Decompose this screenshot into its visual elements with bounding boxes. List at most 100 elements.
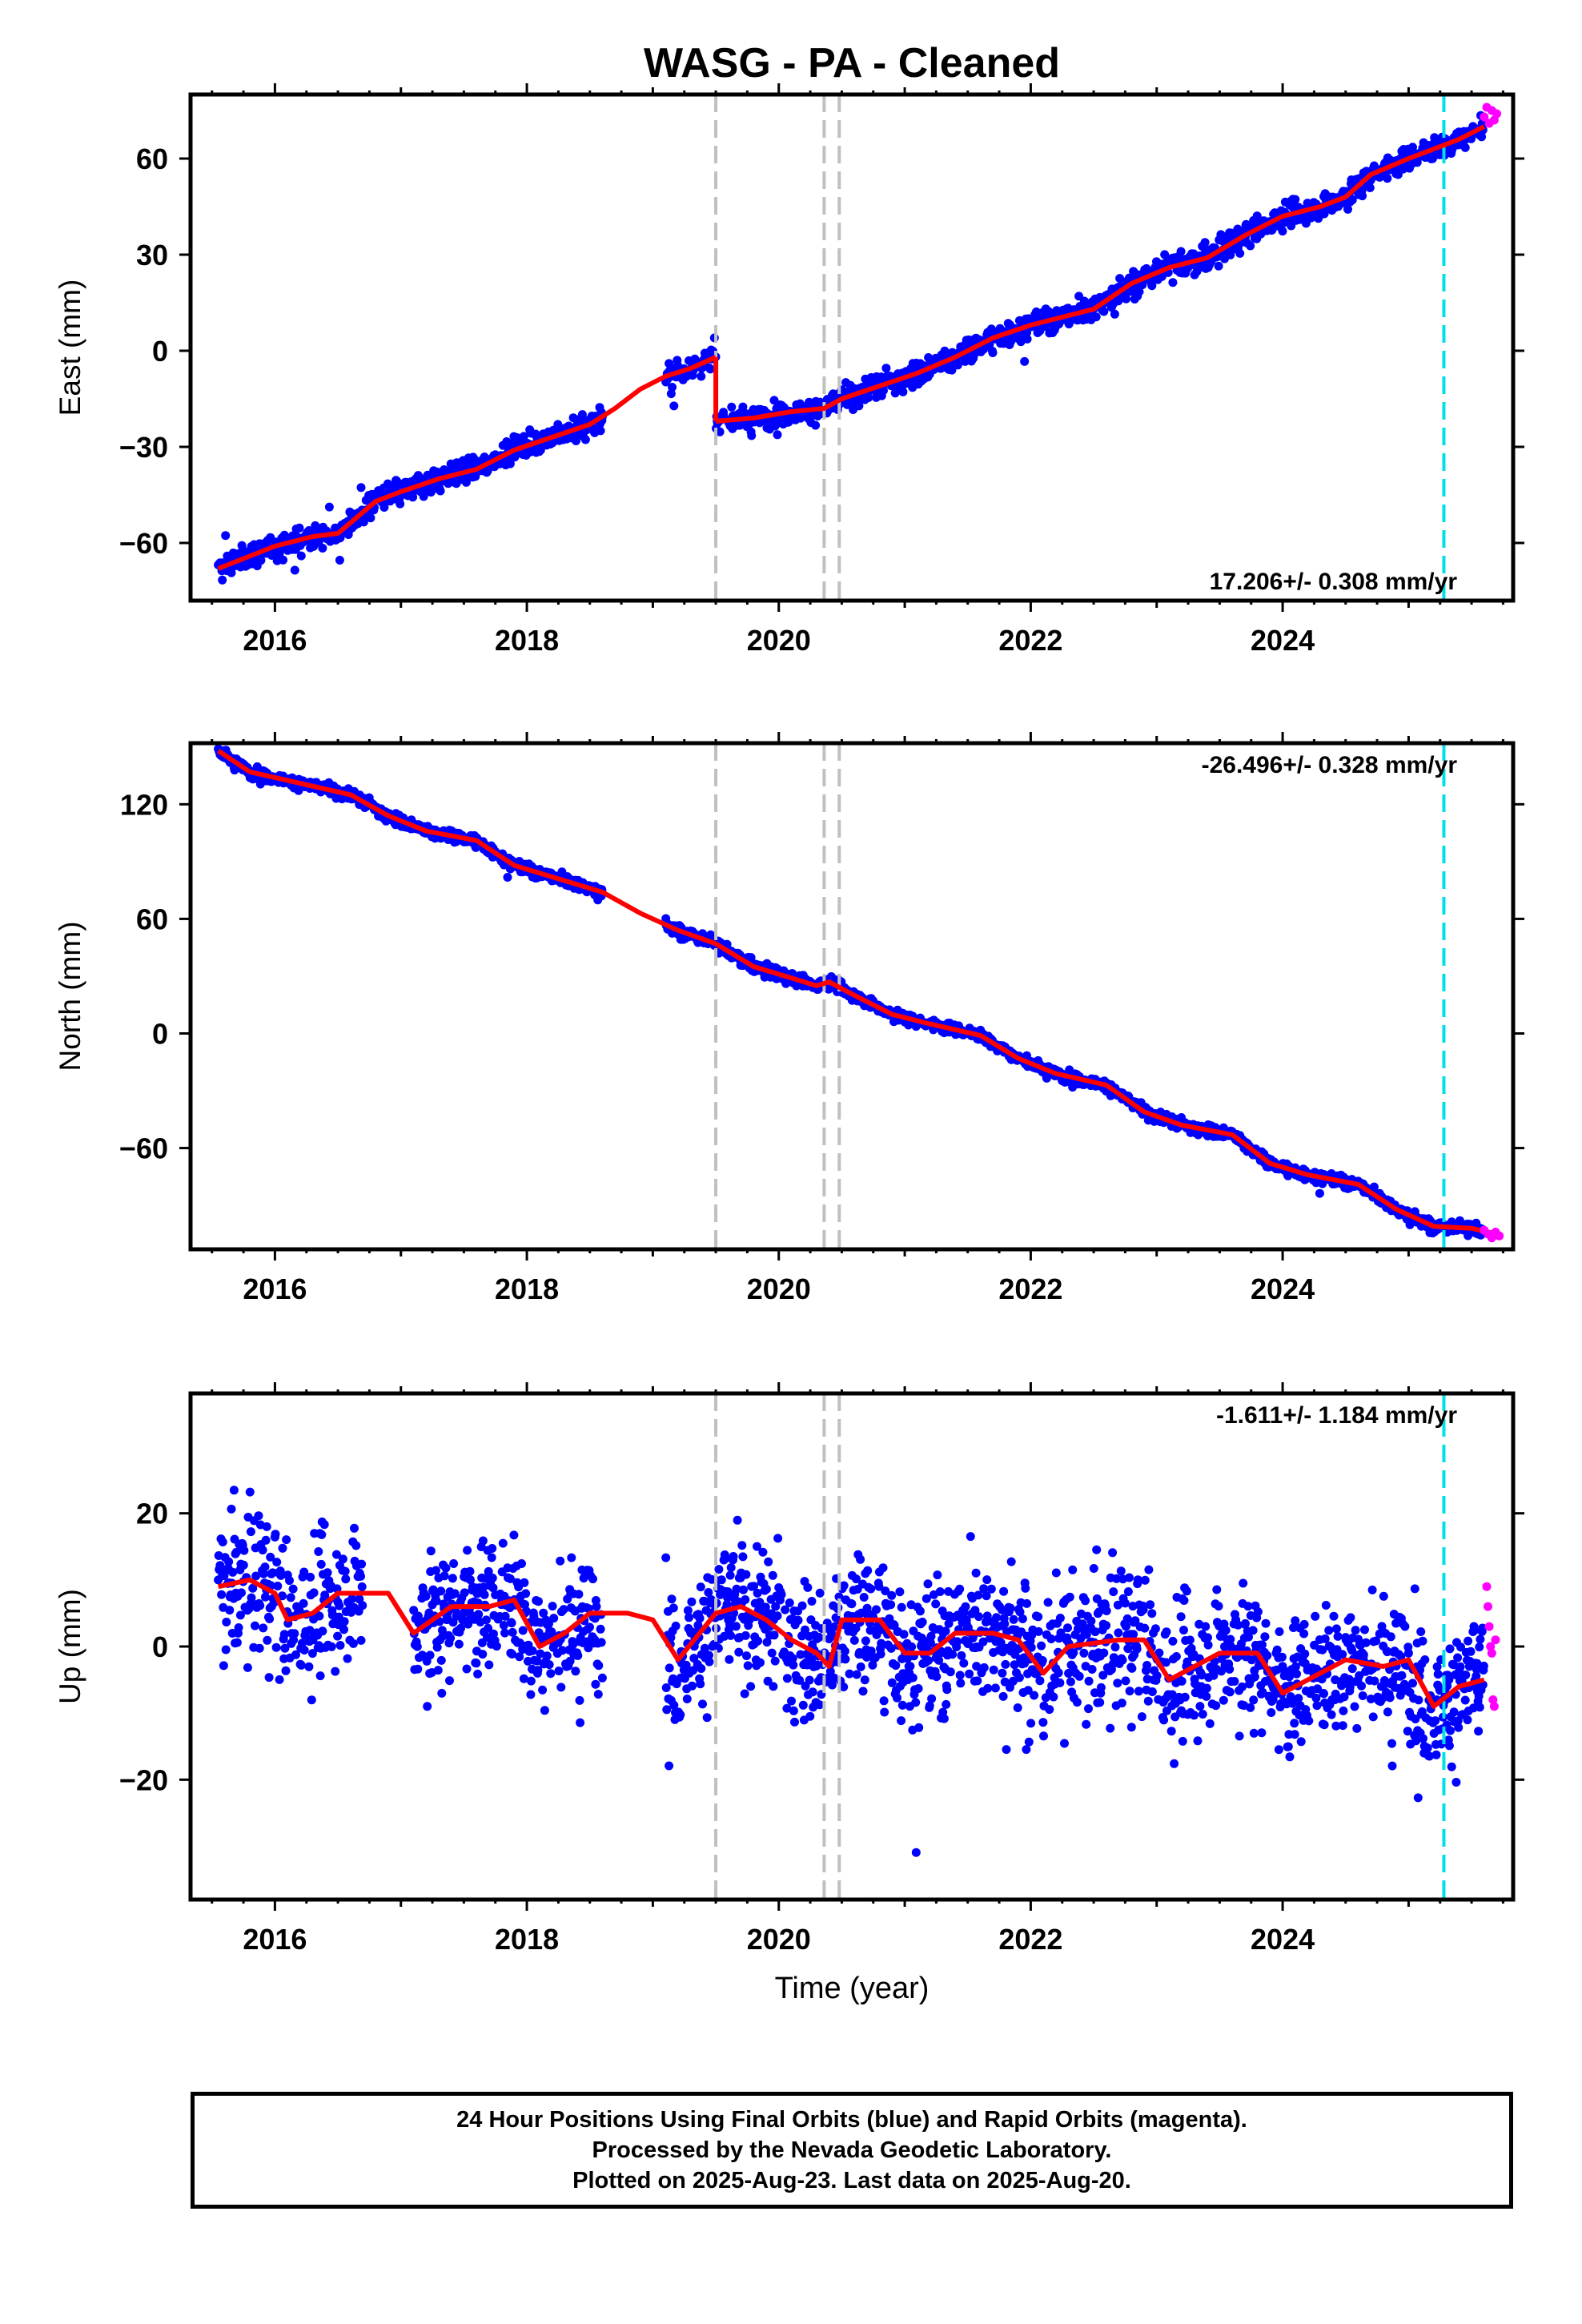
north-rate-label: -26.496+/- 0.328 mm/yr [1202,752,1458,778]
east-data-point [1460,143,1470,152]
east-data-point [519,432,528,441]
up-data-point [662,1705,672,1715]
up-data-point [488,1544,497,1553]
up-data-point [481,1615,491,1625]
up-data-point [239,1560,248,1570]
up-data-point [448,1574,457,1583]
up-data-point [472,1659,481,1668]
up-data-point [696,1679,705,1689]
up-data-point [734,1647,744,1657]
up-data-point [528,1646,537,1655]
up-data-point [505,1574,515,1583]
up-data-point [771,1602,781,1611]
up-data-point [753,1588,762,1598]
up-data-point [740,1689,749,1699]
east-data-point [290,565,299,575]
up-data-point [571,1667,580,1676]
up-data-point [265,1614,275,1623]
up-data-point [797,1601,807,1610]
east-data-point [396,499,405,509]
east-data-point [324,502,334,512]
up-data-point [698,1699,707,1709]
east-data-point [1214,261,1223,271]
east-data-point [1291,195,1300,204]
up-data-point [484,1660,494,1670]
up-data-point [258,1546,267,1555]
up-data-point [790,1717,799,1727]
up-data-point [508,1650,517,1659]
up-data-point [251,1571,261,1581]
up-data-point [758,1547,768,1557]
up-data-point [285,1576,294,1586]
up-data-point [235,1610,245,1620]
up-data-point [576,1718,585,1727]
east-data-point [953,360,962,370]
up-data-point [526,1690,536,1699]
up-data-point [432,1642,442,1652]
up-data-point [761,1585,771,1594]
up-data-point [753,1542,761,1551]
up-data-point [594,1661,604,1671]
up-data-point [676,1710,685,1719]
up-data-point [669,1603,678,1613]
up-data-point [221,1645,231,1655]
north-y-tick-label: 0 [152,1018,168,1051]
up-data-point [717,1575,726,1585]
up-data-point [275,1675,284,1684]
up-data-point [436,1586,446,1596]
east-rapid-point [1480,112,1489,122]
up-data-point [723,1587,733,1597]
up-data-point [276,1570,286,1580]
east-model-curve [217,124,1486,571]
up-data-point [591,1679,600,1689]
up-data-point [288,1584,298,1594]
up-data-point [801,1625,809,1634]
up-data-point [278,1543,287,1553]
up-data-point [480,1590,489,1599]
east-data-point [811,420,821,430]
up-data-point [299,1598,308,1608]
up-data-point [782,1703,792,1713]
up-data-point [567,1553,576,1562]
east-data-point [864,393,873,402]
up-data-point [232,1638,242,1647]
east-data-point [1099,307,1109,316]
up-data-point [426,1546,436,1556]
north-x-tick-label: 2016 [243,1273,307,1305]
up-data-point [315,1671,325,1681]
up-data-point [500,1628,510,1638]
up-data-point [331,1667,340,1676]
east-data-point [335,556,344,565]
up-data-point [484,1566,493,1576]
east-data-point [747,431,757,440]
up-data-point [413,1611,423,1621]
up-data-point [789,1706,798,1715]
up-data-point [237,1588,246,1598]
up-data-point [263,1635,272,1645]
up-data-point [259,1569,268,1578]
up-data-point [777,1590,786,1599]
east-data-point [1091,312,1101,322]
up-data-point [788,1654,797,1663]
up-data-point [315,1611,324,1621]
east-y-tick-label: 30 [136,239,168,271]
north-y-tick-label: 60 [136,903,168,935]
east-x-tick-label: 2022 [998,624,1062,657]
up-data-point [681,1660,691,1670]
up-data-point [418,1651,427,1660]
up-data-point [309,1588,319,1598]
up-data-point [767,1648,777,1658]
east-data-point [1235,248,1245,258]
north-data-point [503,873,512,882]
up-data-point [499,1621,508,1630]
east-data-point [1246,241,1255,251]
up-data-point [335,1641,345,1650]
up-data-point [484,1623,493,1633]
east-rapid-point [1492,109,1501,119]
up-data-point [296,1660,306,1670]
up-data-point [729,1552,738,1561]
east-data-point [1347,195,1357,205]
up-data-point [798,1700,808,1710]
east-data-point [436,486,445,496]
up-data-point [297,1638,307,1648]
